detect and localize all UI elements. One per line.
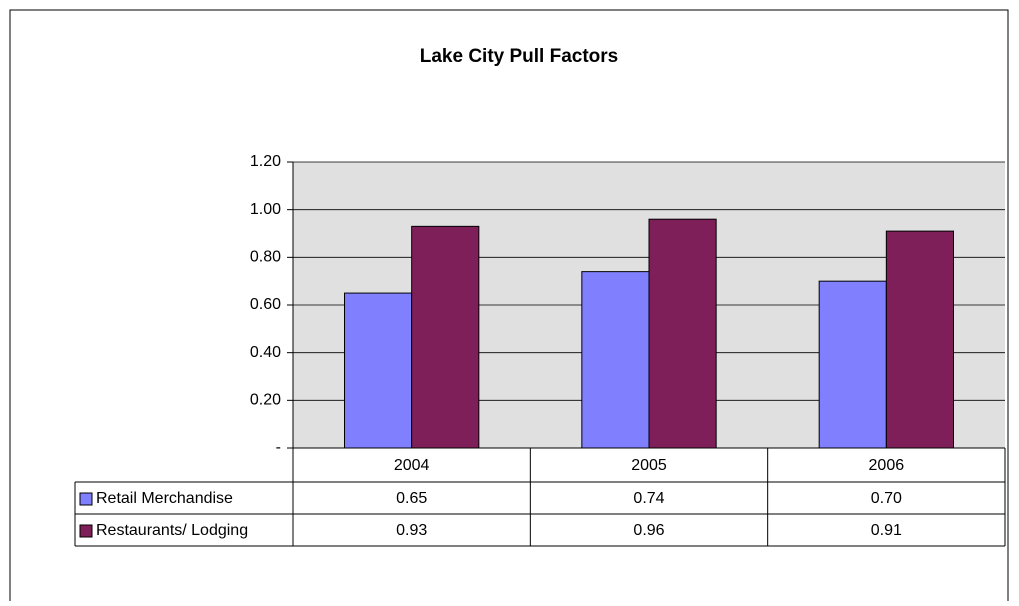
chart-border [9, 9, 1009, 601]
bar [344, 292, 413, 449]
x-tick-label: 2004 [394, 457, 430, 474]
legend-swatch [79, 524, 93, 538]
legend-label: Retail Merchandise [96, 490, 233, 507]
chart-title: Lake City Pull Factors [420, 46, 619, 67]
x-tick-label: 2006 [869, 457, 905, 474]
x-tick-label: 2005 [631, 457, 667, 474]
y-tick-label: 0.80 [250, 249, 281, 266]
bar [411, 225, 480, 449]
data-label: 0.74 [633, 490, 664, 507]
data-label: 0.91 [871, 522, 902, 539]
bar [818, 280, 887, 449]
y-tick-label: - [276, 439, 281, 456]
y-tick-label: 0.20 [250, 392, 281, 409]
data-label: 0.93 [396, 522, 427, 539]
bar [648, 218, 717, 449]
data-label: 0.65 [396, 490, 427, 507]
data-label: 0.96 [633, 522, 664, 539]
y-tick-label: 1.00 [250, 201, 281, 218]
y-tick-label: 0.40 [250, 344, 281, 361]
legend-label: Restaurants/ Lodging [96, 522, 248, 539]
y-tick-label: 1.20 [250, 153, 281, 170]
legend-swatch [79, 492, 93, 506]
bar [581, 271, 650, 449]
y-tick-label: 0.60 [250, 296, 281, 313]
data-label: 0.70 [871, 490, 902, 507]
bar [885, 230, 954, 449]
